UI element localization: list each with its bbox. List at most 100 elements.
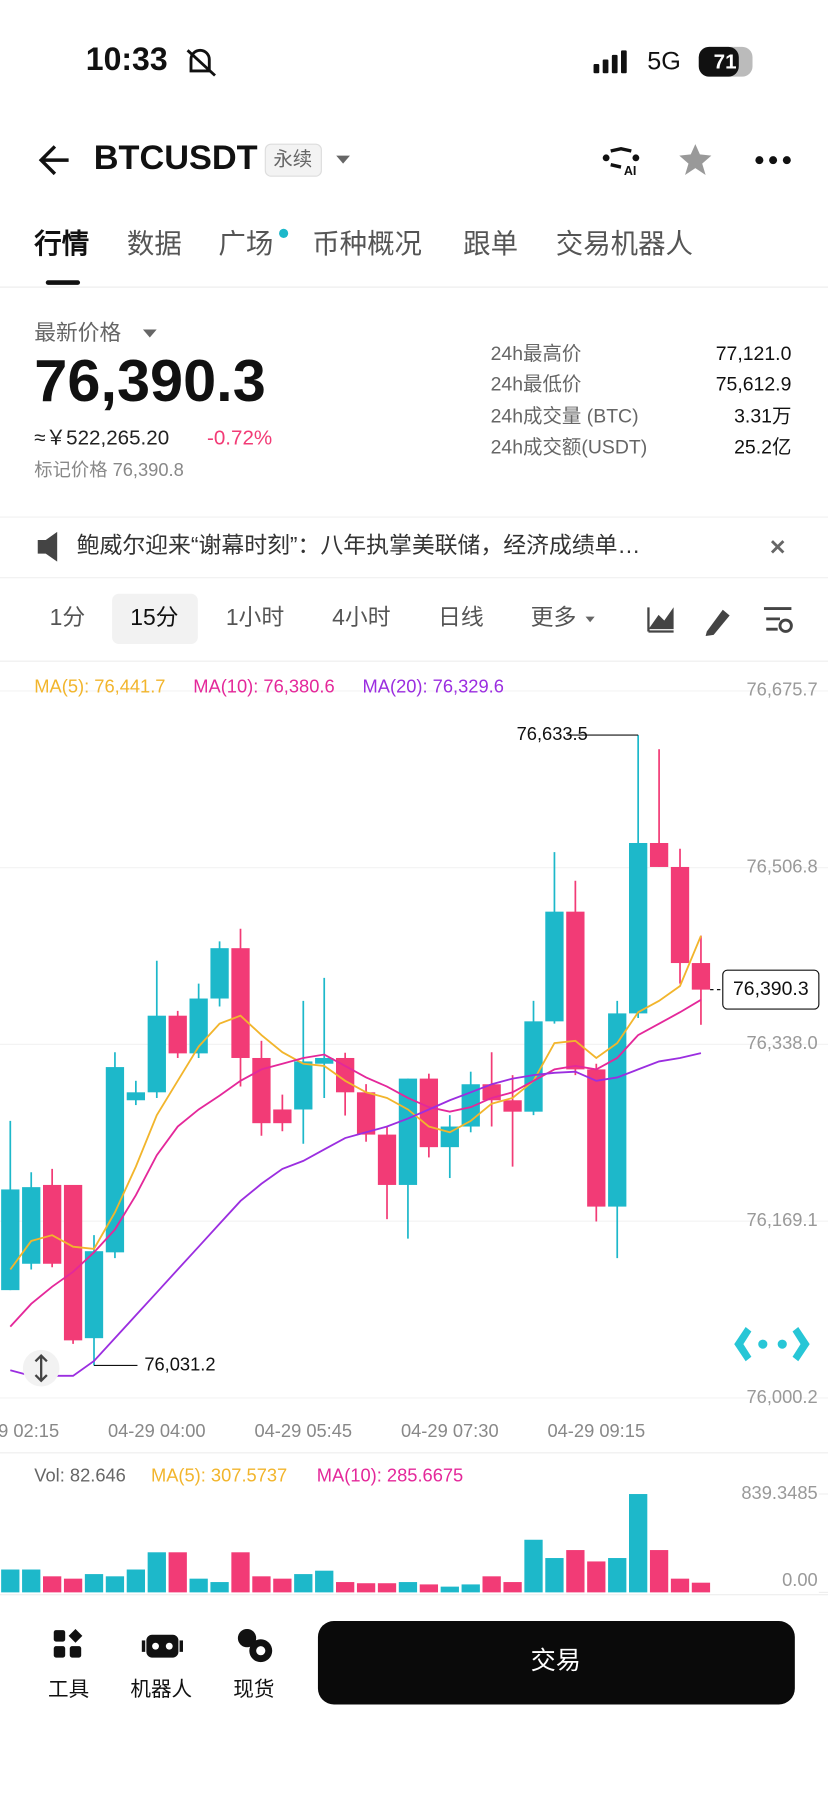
stat-value: 25.2亿 xyxy=(734,437,791,459)
candle-body xyxy=(377,1134,397,1185)
tab[interactable]: 跟单 xyxy=(463,228,518,259)
interval-selected-bg xyxy=(112,593,198,645)
ma-legend: MA(5): 76,441.7 xyxy=(34,675,165,696)
trade-button[interactable] xyxy=(317,1620,795,1705)
draw-button[interactable] xyxy=(705,609,730,637)
change: -0.72% xyxy=(207,427,272,450)
candle-body xyxy=(691,963,711,990)
ai-widget[interactable] xyxy=(734,1326,810,1362)
candle-body xyxy=(1,1189,20,1291)
candle-body xyxy=(356,1092,376,1135)
last-price-box xyxy=(722,969,820,1010)
tools-icon[interactable] xyxy=(53,1628,83,1658)
volume-bar xyxy=(377,1583,397,1593)
x-tick-label: 04-29 07:30 xyxy=(401,1420,499,1441)
interval[interactable]: 更多 xyxy=(531,604,577,630)
candle-body xyxy=(649,842,669,867)
candle-body xyxy=(147,1015,166,1093)
ma-legend: MA(10): 76,380.6 xyxy=(193,675,334,696)
volume-bar xyxy=(126,1569,146,1593)
volume-bar xyxy=(105,1576,125,1593)
candle-body xyxy=(398,1078,418,1185)
interval[interactable]: 日线 xyxy=(438,604,484,630)
y-tick-label: 76,169.1 xyxy=(746,1209,817,1230)
ma-line xyxy=(9,935,702,1271)
y-tick-label: 76,338.0 xyxy=(746,1032,817,1053)
candle-body xyxy=(545,911,564,1022)
y-tick-label: 839.3485 xyxy=(741,1482,817,1503)
symbol-dropdown[interactable] xyxy=(336,155,350,164)
volume-bar xyxy=(336,1582,355,1593)
indicator-button[interactable] xyxy=(763,607,792,631)
volume-bar xyxy=(189,1578,208,1593)
stat-label: 24h最高价 xyxy=(491,343,582,365)
candle-body xyxy=(84,1251,104,1339)
y-tick-label: 0.00 xyxy=(782,1569,818,1590)
candle-body xyxy=(252,1057,271,1124)
volume-bar xyxy=(210,1582,229,1593)
volume-bar xyxy=(398,1582,418,1593)
stat-value: 3.31万 xyxy=(734,406,791,428)
y-tick-label: 76,506.8 xyxy=(746,856,817,877)
volume-bar xyxy=(691,1582,711,1593)
candle-body xyxy=(294,1061,313,1110)
volume-bar xyxy=(629,1494,648,1593)
stat-label: 24h最低价 xyxy=(491,374,582,396)
contract-type: 永续 xyxy=(273,148,312,170)
more-button[interactable] xyxy=(755,156,791,165)
favorite-button[interactable] xyxy=(679,144,712,176)
signal-icon xyxy=(593,50,627,74)
stat-value: 75,612.9 xyxy=(716,374,792,396)
tab[interactable]: 交易机器人 xyxy=(556,228,693,259)
volume-bar xyxy=(1,1569,20,1593)
tab[interactable]: 行情 xyxy=(33,228,89,259)
more-dropdown[interactable] xyxy=(585,616,595,623)
battery-text: 71 xyxy=(714,50,737,73)
x-tick-label: 04-29 09:15 xyxy=(547,1420,645,1441)
x-tick-label: 04-29 05:45 xyxy=(254,1420,352,1441)
candle-body xyxy=(210,948,229,999)
candle-body xyxy=(608,1013,627,1207)
tab[interactable]: 币种概况 xyxy=(312,228,422,259)
chart-type-button[interactable] xyxy=(647,607,674,633)
ai-button[interactable] xyxy=(602,146,640,169)
volume-bar xyxy=(587,1561,606,1593)
indicator-button-dot xyxy=(778,618,793,633)
tool-label[interactable]: 工具 xyxy=(48,1678,89,1701)
tab[interactable]: 广场 xyxy=(218,228,273,259)
ai-label: AI xyxy=(624,164,637,178)
candle-body xyxy=(670,866,690,964)
ma-legend: MA(20): 76,329.6 xyxy=(363,675,504,696)
news-close[interactable] xyxy=(770,540,785,554)
clock: 10:33 xyxy=(86,41,168,77)
cny-price: ≈￥522,265.20 xyxy=(34,427,169,450)
candle-body xyxy=(189,998,208,1054)
volume-bar xyxy=(503,1582,522,1593)
robot-icon[interactable] xyxy=(141,1634,183,1658)
volume-bar xyxy=(419,1584,439,1593)
tab[interactable]: 数据 xyxy=(127,228,182,259)
interval[interactable]: 1分 xyxy=(50,604,86,630)
tool-label[interactable]: 现货 xyxy=(233,1678,274,1701)
volume-bar xyxy=(315,1570,334,1593)
symbol[interactable]: BTCUSDT xyxy=(94,139,258,177)
tool-label[interactable]: 机器人 xyxy=(130,1678,192,1701)
interval[interactable]: 15分 xyxy=(130,604,178,630)
price-dropdown[interactable] xyxy=(142,329,157,338)
back-button[interactable] xyxy=(38,145,69,176)
interval[interactable]: 4小时 xyxy=(332,604,390,630)
candle-body xyxy=(105,1067,125,1253)
price-chart: 76,675.7 76,506.8 76,338.0 76,169.1 76,000.2… xyxy=(0,675,828,1441)
candle-body xyxy=(22,1187,41,1264)
spot-icon[interactable] xyxy=(237,1628,273,1663)
volume-chart: 839.3485 0.00 Vol: 82.646 MA(5): 307.5737 MA… xyxy=(0,1452,828,1593)
volume-bar xyxy=(482,1576,501,1593)
last-price-label: 76,390.3 xyxy=(733,978,809,1000)
news-text[interactable]: 鲍威尔迎来“谢幕时刻”：八年执掌美联储，经济成绩单… xyxy=(77,532,641,558)
volume-legend: MA(10): 285.6675 xyxy=(317,1465,463,1486)
interval[interactable]: 1小时 xyxy=(226,604,284,630)
volume-bar xyxy=(273,1578,292,1593)
candle-body xyxy=(63,1184,83,1341)
battery-level xyxy=(698,46,739,77)
scale-toggle-icon xyxy=(34,1353,48,1383)
